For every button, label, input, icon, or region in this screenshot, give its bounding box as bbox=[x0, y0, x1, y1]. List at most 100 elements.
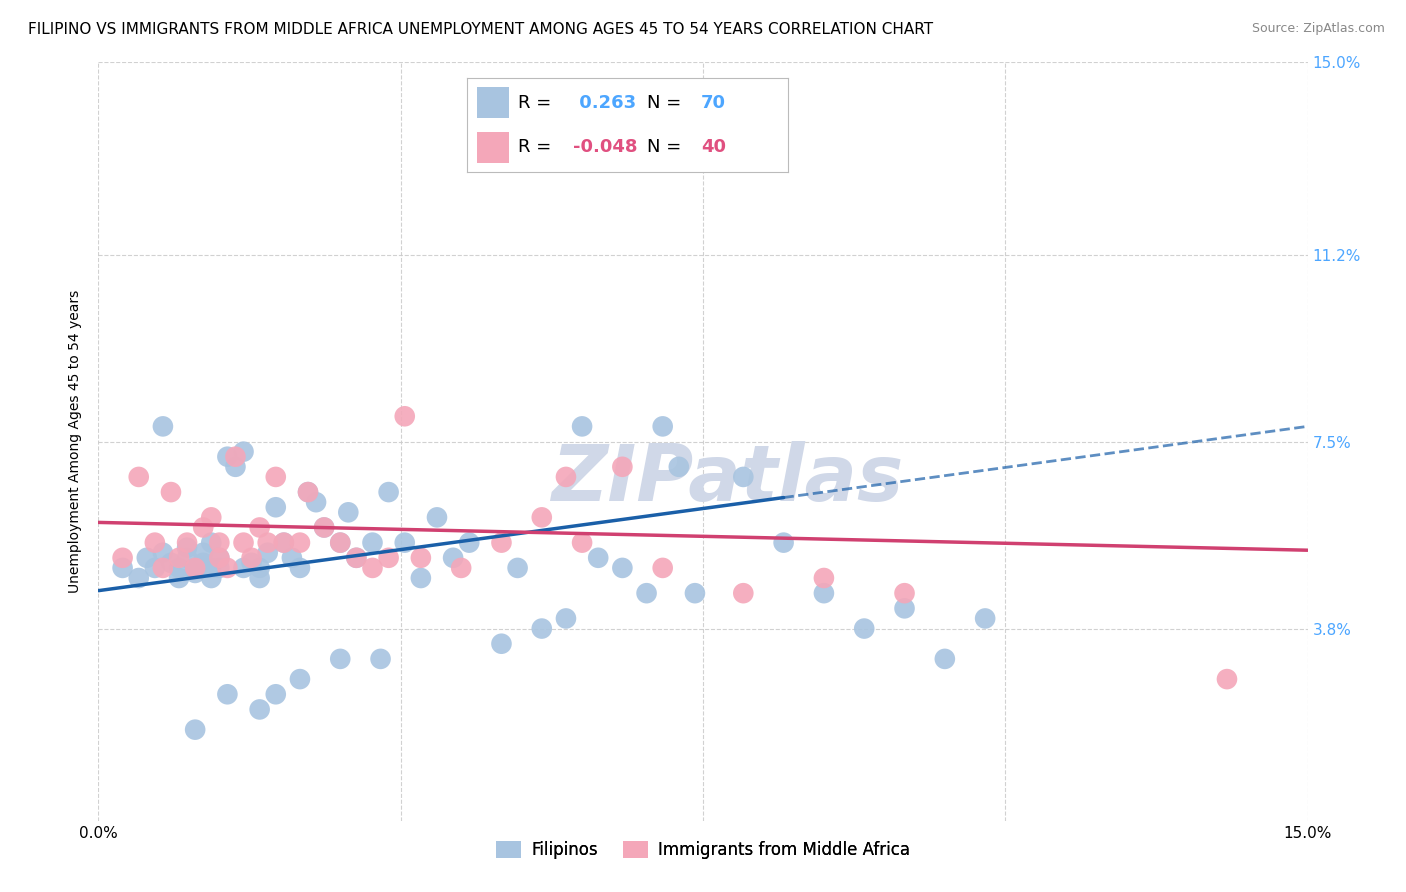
Point bbox=[232, 535, 254, 549]
Point bbox=[329, 652, 352, 666]
Point bbox=[128, 470, 150, 484]
Point bbox=[651, 419, 673, 434]
Point bbox=[232, 561, 254, 575]
Point bbox=[586, 550, 609, 565]
Point bbox=[200, 571, 222, 585]
Point bbox=[167, 550, 190, 565]
Point bbox=[394, 409, 416, 424]
Point bbox=[305, 495, 328, 509]
Point bbox=[224, 450, 246, 464]
Point bbox=[636, 586, 658, 600]
Point bbox=[111, 561, 134, 575]
Legend: Filipinos, Immigrants from Middle Africa: Filipinos, Immigrants from Middle Africa bbox=[489, 834, 917, 865]
Point bbox=[555, 470, 578, 484]
Point bbox=[200, 510, 222, 524]
Point bbox=[668, 459, 690, 474]
Point bbox=[491, 637, 513, 651]
Point bbox=[143, 561, 166, 575]
Point bbox=[450, 561, 472, 575]
Point bbox=[409, 550, 432, 565]
Point bbox=[184, 566, 207, 580]
Point bbox=[193, 520, 215, 534]
Point bbox=[200, 535, 222, 549]
Point bbox=[555, 611, 578, 625]
Point bbox=[974, 611, 997, 625]
Point bbox=[224, 459, 246, 474]
Point bbox=[491, 535, 513, 549]
Point bbox=[249, 520, 271, 534]
Point bbox=[530, 622, 553, 636]
Point bbox=[612, 459, 634, 474]
Point bbox=[264, 500, 287, 515]
Point bbox=[184, 723, 207, 737]
Point bbox=[733, 586, 755, 600]
Point bbox=[256, 535, 278, 549]
Point bbox=[297, 485, 319, 500]
Point bbox=[571, 419, 593, 434]
Point bbox=[176, 541, 198, 555]
Point bbox=[288, 561, 311, 575]
Point bbox=[571, 535, 593, 549]
Point bbox=[370, 652, 392, 666]
Point bbox=[160, 556, 183, 570]
Point bbox=[135, 550, 157, 565]
Point bbox=[111, 550, 134, 565]
Point bbox=[853, 622, 876, 636]
Point bbox=[361, 535, 384, 549]
Point bbox=[208, 550, 231, 565]
Point bbox=[409, 571, 432, 585]
Point bbox=[232, 444, 254, 458]
Point bbox=[208, 561, 231, 575]
Point bbox=[772, 535, 794, 549]
Point bbox=[297, 485, 319, 500]
Point bbox=[361, 561, 384, 575]
Point bbox=[733, 470, 755, 484]
Point bbox=[281, 550, 304, 565]
Point bbox=[184, 561, 207, 575]
Text: Source: ZipAtlas.com: Source: ZipAtlas.com bbox=[1251, 22, 1385, 36]
Point bbox=[458, 535, 481, 549]
Point bbox=[184, 561, 207, 575]
Point bbox=[200, 561, 222, 575]
Point bbox=[506, 561, 529, 575]
Point bbox=[288, 672, 311, 686]
Point bbox=[256, 546, 278, 560]
Point bbox=[344, 550, 367, 565]
Point bbox=[152, 546, 174, 560]
Y-axis label: Unemployment Among Ages 45 to 54 years: Unemployment Among Ages 45 to 54 years bbox=[69, 290, 83, 593]
Point bbox=[193, 556, 215, 570]
Point bbox=[377, 550, 399, 565]
Point bbox=[176, 550, 198, 565]
Point bbox=[249, 571, 271, 585]
Point bbox=[208, 535, 231, 549]
Point bbox=[813, 571, 835, 585]
Point bbox=[240, 556, 263, 570]
Text: FILIPINO VS IMMIGRANTS FROM MIDDLE AFRICA UNEMPLOYMENT AMONG AGES 45 TO 54 YEARS: FILIPINO VS IMMIGRANTS FROM MIDDLE AFRIC… bbox=[28, 22, 934, 37]
Point bbox=[329, 535, 352, 549]
Point bbox=[934, 652, 956, 666]
Point bbox=[240, 550, 263, 565]
Point bbox=[651, 561, 673, 575]
Point bbox=[314, 520, 336, 534]
Point bbox=[329, 535, 352, 549]
Point bbox=[441, 550, 464, 565]
Point bbox=[193, 546, 215, 560]
Point bbox=[217, 687, 239, 701]
Point bbox=[167, 571, 190, 585]
Point bbox=[160, 485, 183, 500]
Text: ZIPatlas: ZIPatlas bbox=[551, 442, 903, 517]
Point bbox=[530, 510, 553, 524]
Point bbox=[813, 586, 835, 600]
Point bbox=[683, 586, 706, 600]
Point bbox=[208, 550, 231, 565]
Point bbox=[176, 535, 198, 549]
Point bbox=[128, 571, 150, 585]
Point bbox=[264, 470, 287, 484]
Point bbox=[152, 419, 174, 434]
Point bbox=[249, 561, 271, 575]
Point bbox=[273, 535, 295, 549]
Point bbox=[612, 561, 634, 575]
Point bbox=[273, 535, 295, 549]
Point bbox=[893, 601, 915, 615]
Point bbox=[143, 535, 166, 549]
